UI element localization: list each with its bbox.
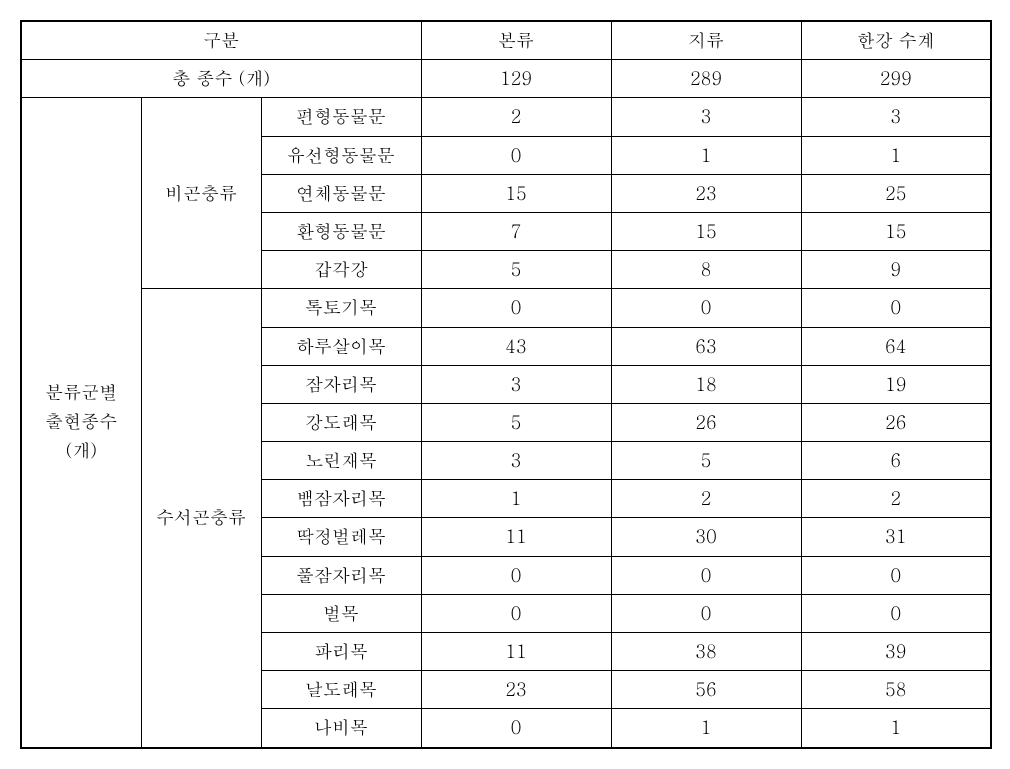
table-row-v3: 26 bbox=[801, 403, 991, 441]
table-row-v3: 25 bbox=[801, 174, 991, 212]
table-row-v2: 3 bbox=[611, 98, 801, 136]
table-row-v3: 39 bbox=[801, 633, 991, 671]
table-row-name: 풀잠자리목 bbox=[261, 556, 421, 594]
total-v3: 299 bbox=[801, 60, 991, 98]
table-row-name: 나비목 bbox=[261, 709, 421, 748]
header-col1: 본류 bbox=[421, 21, 611, 60]
table-row-v3: 1 bbox=[801, 709, 991, 748]
group-label-l2: 출현종수 bbox=[45, 409, 117, 434]
table-row-name: 갑각강 bbox=[261, 251, 421, 289]
table-row-name: 톡토기목 bbox=[261, 289, 421, 327]
subgroup-2: 수서곤충류 bbox=[141, 289, 261, 748]
table-row-name: 편형동물문 bbox=[261, 98, 421, 136]
table-row-v3: 58 bbox=[801, 671, 991, 709]
table-row-v3: 3 bbox=[801, 98, 991, 136]
table-row-name: 뱀잠자리목 bbox=[261, 480, 421, 518]
group-label-l1: 분류군별 bbox=[45, 380, 117, 405]
total-label: 총 종수 (개) bbox=[21, 60, 421, 98]
table-row-v2: 0 bbox=[611, 289, 801, 327]
table-row-v2: 23 bbox=[611, 174, 801, 212]
table-row-v1: 15 bbox=[421, 174, 611, 212]
table-row-name: 유선형동물문 bbox=[261, 136, 421, 174]
table-row-v1: 3 bbox=[421, 365, 611, 403]
table-row-v2: 18 bbox=[611, 365, 801, 403]
table-row-v1: 0 bbox=[421, 594, 611, 632]
group-label-l3: (개) bbox=[65, 438, 97, 463]
table-row-name: 환형동물문 bbox=[261, 212, 421, 250]
table-row-v2: 1 bbox=[611, 709, 801, 748]
table-row-v1: 5 bbox=[421, 403, 611, 441]
table-row-v2: 1 bbox=[611, 136, 801, 174]
table-row-v1: 7 bbox=[421, 212, 611, 250]
table-row-v2: 30 bbox=[611, 518, 801, 556]
table-row-name: 연체동물문 bbox=[261, 174, 421, 212]
table-row-v3: 0 bbox=[801, 594, 991, 632]
table-row-v2: 8 bbox=[611, 251, 801, 289]
table-row-name: 잠자리목 bbox=[261, 365, 421, 403]
table-row-v1: 0 bbox=[421, 289, 611, 327]
table-row-v3: 31 bbox=[801, 518, 991, 556]
table-row-v3: 15 bbox=[801, 212, 991, 250]
table-row-v1: 23 bbox=[421, 671, 611, 709]
table-row-v1: 0 bbox=[421, 709, 611, 748]
table-row-v2: 2 bbox=[611, 480, 801, 518]
table-row-name: 벌목 bbox=[261, 594, 421, 632]
header-category: 구분 bbox=[21, 21, 421, 60]
table-row-v1: 2 bbox=[421, 98, 611, 136]
total-v2: 289 bbox=[611, 60, 801, 98]
table-row-v1: 3 bbox=[421, 442, 611, 480]
table-row-name: 강도래목 bbox=[261, 403, 421, 441]
table-row-v3: 9 bbox=[801, 251, 991, 289]
table-row-name: 파리목 bbox=[261, 633, 421, 671]
table-row-v2: 63 bbox=[611, 327, 801, 365]
table-row-v2: 5 bbox=[611, 442, 801, 480]
table-row-name: 딱정벌레목 bbox=[261, 518, 421, 556]
table-row-name: 노린재목 bbox=[261, 442, 421, 480]
table-row-v3: 0 bbox=[801, 556, 991, 594]
header-col2: 지류 bbox=[611, 21, 801, 60]
table-row-v2: 0 bbox=[611, 594, 801, 632]
group-label: 분류군별 출현종수 (개) bbox=[21, 98, 141, 748]
table-row-v1: 5 bbox=[421, 251, 611, 289]
table-row-v2: 38 bbox=[611, 633, 801, 671]
table-row-v2: 56 bbox=[611, 671, 801, 709]
table-row-v3: 6 bbox=[801, 442, 991, 480]
subgroup-1: 비곤충류 bbox=[141, 98, 261, 289]
table-row-v3: 19 bbox=[801, 365, 991, 403]
table-row-v1: 11 bbox=[421, 633, 611, 671]
header-col3: 한강 수계 bbox=[801, 21, 991, 60]
table-row-v1: 11 bbox=[421, 518, 611, 556]
table-row-v1: 43 bbox=[421, 327, 611, 365]
table-row-v1: 0 bbox=[421, 136, 611, 174]
table-row-v2: 26 bbox=[611, 403, 801, 441]
table-row-v3: 1 bbox=[801, 136, 991, 174]
species-table: 구분 본류 지류 한강 수계 총 종수 (개) 129 289 299 분류군별… bbox=[20, 20, 992, 749]
table-row-v2: 0 bbox=[611, 556, 801, 594]
table-row-v3: 64 bbox=[801, 327, 991, 365]
table-row-v3: 0 bbox=[801, 289, 991, 327]
table-row-v1: 1 bbox=[421, 480, 611, 518]
table-row-v2: 15 bbox=[611, 212, 801, 250]
total-v1: 129 bbox=[421, 60, 611, 98]
table-row-name: 날도래목 bbox=[261, 671, 421, 709]
table-row-name: 하루살이목 bbox=[261, 327, 421, 365]
table-row-v1: 0 bbox=[421, 556, 611, 594]
table-row-v3: 2 bbox=[801, 480, 991, 518]
